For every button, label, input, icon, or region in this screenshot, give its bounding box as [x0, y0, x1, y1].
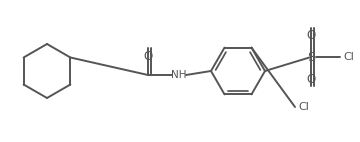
Text: S: S — [307, 51, 315, 63]
Text: O: O — [306, 73, 316, 85]
Text: Cl: Cl — [298, 102, 310, 112]
Text: NH: NH — [171, 70, 187, 80]
Text: Cl: Cl — [343, 52, 355, 62]
Text: O: O — [143, 50, 153, 62]
Text: O: O — [306, 29, 316, 41]
